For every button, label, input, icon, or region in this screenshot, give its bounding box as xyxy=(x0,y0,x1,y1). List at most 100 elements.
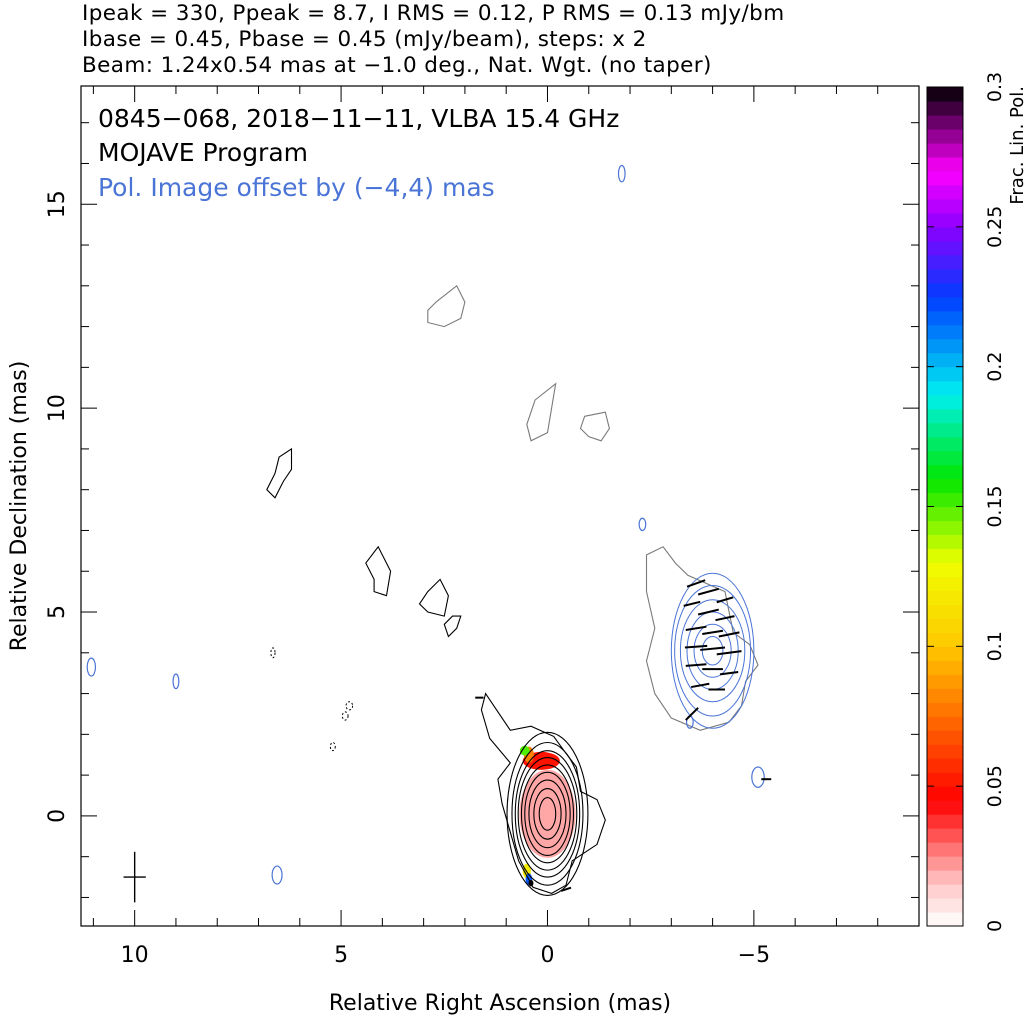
plot-frame xyxy=(80,85,920,927)
colorbar-step xyxy=(927,184,963,200)
evpa-vector xyxy=(719,670,739,676)
colorbar-step xyxy=(927,296,963,312)
pol-contour-blob xyxy=(86,657,97,677)
colorbar-step xyxy=(927,786,963,801)
colorbar-step xyxy=(927,758,963,773)
pol-intensity-contour xyxy=(693,623,732,678)
core-contour xyxy=(520,764,575,864)
x-tick-label: 5 xyxy=(334,943,348,968)
colorbar-step xyxy=(927,604,963,619)
colorbar-step xyxy=(927,716,963,731)
colorbar-step xyxy=(927,912,963,927)
colorbar-step xyxy=(927,884,963,899)
pol-contour-blob xyxy=(638,517,647,532)
y-tick-label: 5 xyxy=(45,605,70,619)
colorbar-step xyxy=(927,492,963,508)
y-tick-label: 15 xyxy=(45,190,70,218)
pol-offset-annotation: Pol. Image offset by (−4,4) mas xyxy=(98,173,495,202)
colorbar-step xyxy=(927,828,963,843)
colorbar-step xyxy=(927,324,963,340)
core-contour xyxy=(524,771,571,857)
faint-contour-island xyxy=(579,411,610,442)
colorbar-step xyxy=(927,814,963,829)
colorbar-step xyxy=(927,464,963,480)
colorbar-step xyxy=(927,478,963,494)
colorbar-step xyxy=(927,87,963,102)
evpa-vector xyxy=(702,629,724,636)
colorbar-step xyxy=(927,506,963,522)
colorbar-step xyxy=(927,156,963,172)
colorbar-step xyxy=(927,100,963,116)
colorbar-step xyxy=(927,702,963,717)
colorbar-label: Frac. Lin. Pol. xyxy=(1007,86,1027,205)
colorbar-step xyxy=(927,674,963,689)
colorbar-step xyxy=(927,254,963,270)
axis-ticks xyxy=(81,86,920,926)
evpa-vector xyxy=(560,886,572,892)
core-contour xyxy=(533,788,562,840)
colorbar-step xyxy=(927,212,963,228)
colorbar-step xyxy=(927,646,963,661)
pol-intensity-contour xyxy=(670,572,755,729)
x-tick-label: 10 xyxy=(121,943,149,968)
header-base-line: Ibase = 0.45, Pbase = 0.45 (mJy/beam), s… xyxy=(82,27,647,52)
colorbar-tick-label: 0.25 xyxy=(984,206,1006,248)
colorbar-step xyxy=(927,142,963,158)
colorbar-tick-label: 0.1 xyxy=(984,631,1006,661)
evpa-vector xyxy=(716,596,734,604)
pol-fraction-patch xyxy=(519,745,530,756)
negative-contour xyxy=(345,701,354,711)
colorbar-step xyxy=(927,268,963,284)
pol-contour-blob xyxy=(271,865,283,885)
jet-contour-island xyxy=(443,615,462,638)
negative-contour xyxy=(270,647,276,659)
evpa-vector xyxy=(715,615,735,622)
colorbar-step xyxy=(927,898,963,913)
colorbar-tick-label: 0.15 xyxy=(984,485,1006,527)
x-tick-label: −5 xyxy=(738,943,770,968)
evpa-vector xyxy=(686,579,706,588)
colorbar-step xyxy=(927,198,963,214)
pol-intensity-contour xyxy=(674,585,752,717)
plot-area-content xyxy=(86,164,772,903)
jet-contour-island xyxy=(266,447,293,499)
colorbar-step xyxy=(927,114,963,130)
colorbar-step xyxy=(927,380,963,396)
program-annotation: MOJAVE Program xyxy=(98,138,308,167)
colorbar-step xyxy=(927,660,963,675)
colorbar-step xyxy=(927,338,963,354)
colorbar-step xyxy=(927,856,963,871)
colorbar-step xyxy=(927,576,963,591)
colorbar-step xyxy=(927,534,963,550)
colorbar-step xyxy=(927,548,963,564)
colorbar-step xyxy=(927,394,963,410)
jet-contour-island xyxy=(365,545,392,597)
colorbar-step xyxy=(927,240,963,256)
colorbar-tick-label: 0.05 xyxy=(984,765,1006,807)
evpa-vector xyxy=(685,707,699,721)
negative-contour xyxy=(341,711,349,721)
header-peak-line: Ipeak = 330, Ppeak = 8.7, I RMS = 0.12, … xyxy=(82,1,785,26)
colorbar-step xyxy=(927,842,963,857)
colorbar-step xyxy=(927,282,963,298)
faint-contour-island xyxy=(645,546,759,731)
core-contour xyxy=(506,731,589,896)
pol-contour-blob xyxy=(617,164,626,183)
colorbar-tick-label: 0.3 xyxy=(984,72,1006,102)
y-axis-label: Relative Declination (mas) xyxy=(7,361,32,652)
colorbar-step xyxy=(927,408,963,424)
pol-intensity-contour xyxy=(701,635,724,666)
colorbar-tick-label: 0 xyxy=(984,920,1006,932)
colorbar-step xyxy=(927,226,963,242)
evpa-vector xyxy=(684,644,708,649)
source-annotation: 0845−068, 2018−11−11, VLBA 15.4 GHz xyxy=(98,104,619,133)
colorbar-step xyxy=(927,450,963,466)
evpa-vector xyxy=(700,646,726,651)
colorbar-step xyxy=(927,520,963,536)
core-contour xyxy=(528,779,567,849)
evpa-vector xyxy=(718,631,740,638)
pol-contour-blob xyxy=(751,766,765,788)
core-contour xyxy=(514,750,581,878)
colorbar: 0 0.05 0.1 0.15 0.2 0.25 0.3 xyxy=(926,72,1006,932)
